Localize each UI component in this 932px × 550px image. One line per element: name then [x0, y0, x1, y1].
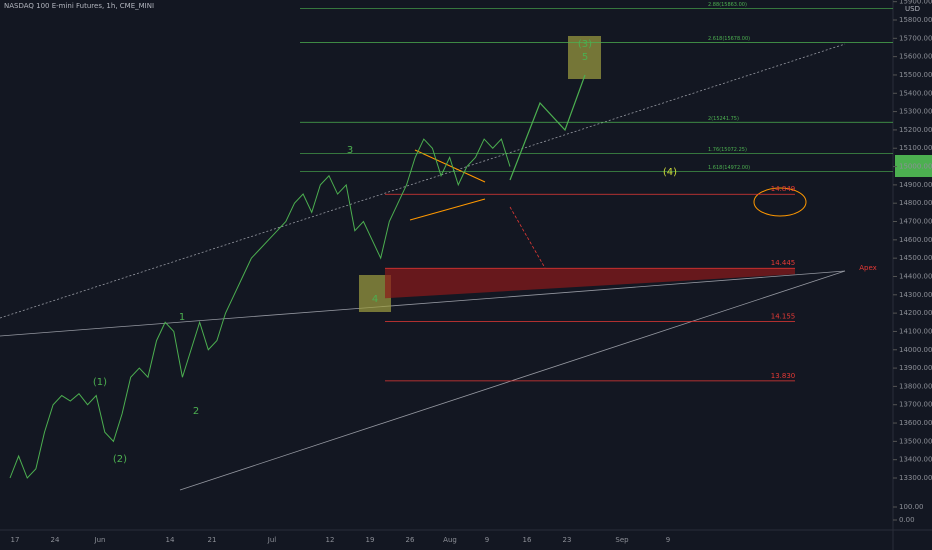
y-tick-label: 13500.00	[899, 437, 932, 445]
x-tick-label: 16	[523, 536, 532, 544]
y-tick-label: 0.00	[899, 516, 915, 524]
y-tick-label: 13900.00	[899, 364, 932, 372]
y-tick-label: 13400.00	[899, 456, 932, 464]
fib-label: 2(15241.75)	[708, 116, 739, 122]
trendline	[179, 270, 846, 491]
y-tick-label: 15100.00	[899, 144, 932, 152]
y-tick-label: 14900.00	[899, 181, 932, 189]
y-tick-label: 14200.00	[899, 309, 932, 317]
x-tick-label: 9	[485, 536, 489, 544]
fib-label: 2.88(15863.00)	[708, 2, 747, 8]
wave-label: 3	[347, 145, 353, 156]
price-label	[895, 155, 932, 177]
fib-label: 2.618(15678.00)	[708, 36, 750, 42]
x-tick-label: 23	[563, 536, 572, 544]
y-tick-label: 14800.00	[899, 199, 932, 207]
forecast-path	[509, 206, 546, 269]
fib-label: 1.618(14972.00)	[708, 165, 750, 171]
x-tick-label: Jul	[267, 536, 277, 544]
x-tick-label: Jun	[94, 536, 106, 544]
wave-label: (3)	[578, 39, 592, 50]
y-tick-label: 14600.00	[899, 236, 932, 244]
y-tick-label: 15700.00	[899, 34, 932, 42]
fib-label: 1.76(15072.25)	[708, 147, 747, 153]
wave-label: (4)	[663, 167, 677, 178]
triangle-line	[409, 198, 486, 221]
trendline	[0, 270, 846, 337]
y-tick-label: 15400.00	[899, 89, 932, 97]
y-tick-label: 100.00	[899, 503, 924, 511]
level-label: 14.155	[771, 312, 796, 320]
y-tick-label: 13300.00	[899, 474, 932, 482]
x-tick-label: 24	[51, 536, 60, 544]
trendline	[0, 43, 846, 319]
y-tick-label: 13800.00	[899, 382, 932, 390]
x-tick-label: 12	[326, 536, 335, 544]
triangle-line	[414, 149, 486, 183]
level-label: 13.830	[771, 372, 796, 380]
x-tick-label: 19	[366, 536, 375, 544]
x-tick-label: Sep	[615, 536, 629, 544]
x-tick-label: 21	[208, 536, 217, 544]
y-tick-label: 15900.00	[899, 0, 932, 6]
chart-title: NASDAQ 100 E-mini Futures, 1h, CME_MINI	[4, 2, 154, 10]
level-label: 14.849	[771, 185, 796, 193]
wave-label: (1)	[93, 377, 107, 388]
level-label: 14.445	[771, 259, 796, 267]
y-tick-label: 14400.00	[899, 272, 932, 280]
y-tick-label: 14300.00	[899, 291, 932, 299]
x-tick-label: 26	[406, 536, 415, 544]
wave-label: 1	[179, 312, 185, 323]
y-tick-label: 15500.00	[899, 71, 932, 79]
y-tick-label: 14500.00	[899, 254, 932, 262]
price-line	[9, 138, 511, 479]
y-tick-label: 15600.00	[899, 53, 932, 61]
supply-zone	[385, 268, 795, 299]
y-tick-label: 14100.00	[899, 327, 932, 335]
y-tick-label: 14000.00	[899, 346, 932, 354]
y-tick-label: 15000.00	[899, 163, 932, 171]
forecast-path	[509, 74, 586, 181]
wave-label: 2	[193, 406, 199, 417]
target-box	[568, 36, 601, 79]
y-tick-label: 13600.00	[899, 419, 932, 427]
wave-label: Apex	[859, 264, 877, 272]
y-tick-label: 15300.00	[899, 108, 932, 116]
wave-label: 5	[582, 52, 588, 63]
highlight-circle	[753, 187, 807, 217]
currency: USD	[905, 5, 920, 13]
y-tick-label: 14700.00	[899, 218, 932, 226]
x-tick-label: 17	[11, 536, 20, 544]
wave-label: (2)	[113, 454, 127, 465]
wave-label: 4	[372, 294, 378, 305]
y-tick-label: 15800.00	[899, 16, 932, 24]
x-tick-label: 14	[166, 536, 175, 544]
y-tick-label: 15200.00	[899, 126, 932, 134]
y-tick-label: 13700.00	[899, 401, 932, 409]
x-tick-label: Aug	[443, 536, 457, 544]
x-tick-label: 9	[666, 536, 670, 544]
